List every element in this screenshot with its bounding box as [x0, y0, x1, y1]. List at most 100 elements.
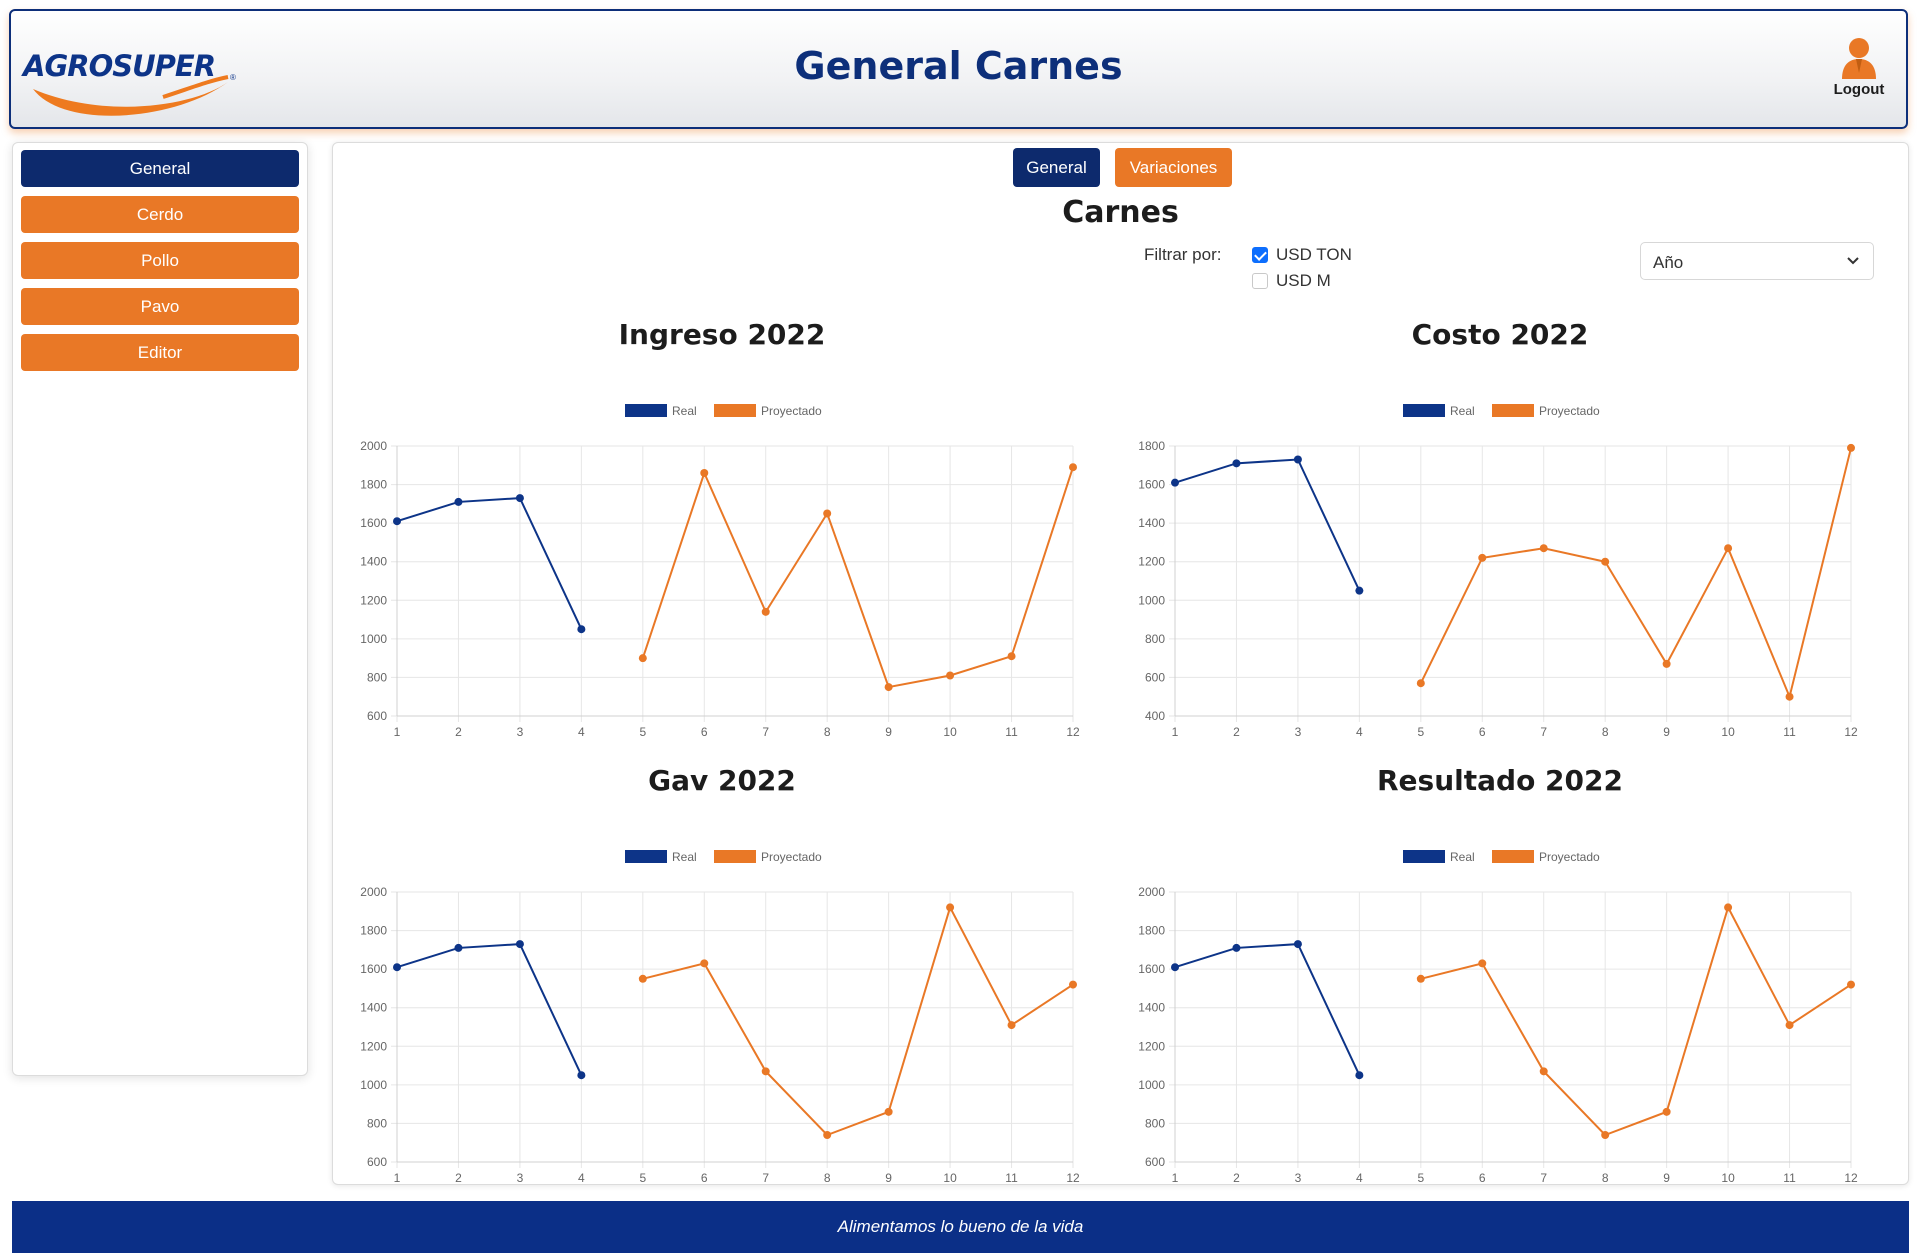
y-tick-label: 800 [1145, 632, 1165, 646]
data-point [1416, 974, 1425, 983]
series-line [642, 904, 1074, 1137]
legend-swatch [625, 850, 667, 863]
data-point [1007, 1021, 1016, 1030]
data-point [1232, 943, 1241, 952]
x-tick-label: 7 [762, 725, 769, 739]
y-tick-label: 1400 [1138, 516, 1165, 530]
page-title: General Carnes [794, 44, 1123, 88]
logout-label: Logout [1833, 81, 1885, 98]
sidebar-item-cerdo[interactable]: Cerdo [21, 196, 299, 233]
legend-label: Real [1450, 404, 1475, 418]
sidebar-item-editor[interactable]: Editor [21, 334, 299, 371]
data-point [700, 469, 709, 477]
sidebar-item-pavo[interactable]: Pavo [21, 288, 299, 325]
x-tick-label: 11 [1783, 1171, 1796, 1185]
data-point [884, 683, 893, 692]
x-tick-label: 3 [1295, 1171, 1302, 1185]
filter-option-usd-m[interactable]: USD M [1252, 271, 1331, 291]
chevron-down-icon [1847, 257, 1859, 265]
y-tick-label: 800 [1145, 1116, 1165, 1130]
y-tick-label: 400 [1145, 709, 1165, 723]
data-point [761, 1067, 770, 1076]
data-point [1293, 455, 1302, 464]
y-tick-label: 1600 [1138, 962, 1165, 976]
footer-tagline: Alimentamos lo bueno de la vida [837, 1217, 1084, 1236]
x-tick-label: 12 [1066, 1171, 1080, 1185]
data-point [1171, 963, 1179, 972]
y-tick-label: 1600 [360, 962, 387, 976]
y-tick-label: 1200 [360, 1039, 387, 1053]
data-point [515, 940, 524, 949]
x-tick-label: 2 [1233, 725, 1240, 739]
x-tick-label: 9 [885, 1171, 892, 1185]
sidebar-item-pollo[interactable]: Pollo [21, 242, 299, 279]
y-tick-label: 2000 [360, 885, 387, 899]
y-tick-label: 2000 [360, 439, 387, 453]
chart-ingreso-plot: Real Proyectado 600 800 1000 1200 1400 1600 1800… [360, 404, 1080, 739]
series-line [1174, 943, 1361, 1076]
data-point [946, 903, 955, 912]
period-select-value: Año [1653, 253, 1684, 272]
data-point [454, 943, 463, 952]
y-tick-label: 2000 [1138, 885, 1165, 899]
x-tick-label: 5 [1417, 725, 1424, 739]
y-tick-label: 600 [1145, 1155, 1165, 1169]
legend-swatch [714, 850, 756, 863]
x-tick-label: 6 [701, 725, 708, 739]
x-tick-label: 9 [885, 725, 892, 739]
sidebar-item-general[interactable]: General [21, 150, 299, 187]
filter-option-usd-ton[interactable]: USD TON [1252, 245, 1352, 265]
chart-resultado: Resultado 2022 Real Proyectado 600 800 1000 1… [1111, 764, 1889, 1204]
data-point [761, 607, 770, 616]
data-point [1724, 544, 1733, 553]
chart-costo: Costo 2022 Real Proyectado 400 600 800 1000 12… [1111, 318, 1889, 758]
data-point [1416, 679, 1425, 688]
y-tick-label: 1800 [360, 478, 387, 492]
tab-variaciones[interactable]: Variaciones [1115, 148, 1232, 187]
data-point [1662, 659, 1671, 668]
logout-button[interactable]: Logout [1824, 37, 1894, 117]
x-tick-label: 7 [1540, 725, 1547, 739]
filter-label: Filtrar por: [1144, 245, 1222, 264]
y-tick-label: 1800 [1138, 439, 1165, 453]
chart-title: Costo 2022 [1411, 318, 1589, 351]
app-header: AGROSUPER ® General Carnes Logout [9, 9, 1908, 129]
data-point [1171, 478, 1179, 487]
legend-label: Proyectado [1539, 850, 1600, 864]
data-point [1355, 1071, 1364, 1080]
y-tick-label: 1000 [360, 1078, 387, 1092]
y-tick-label: 1400 [360, 555, 387, 569]
usd-m-checkbox[interactable] [1252, 273, 1268, 289]
x-tick-label: 11 [1005, 1171, 1018, 1185]
data-point [1478, 553, 1487, 562]
x-tick-label: 8 [1602, 725, 1609, 739]
usd-ton-checkbox[interactable] [1252, 247, 1268, 263]
x-tick-label: 12 [1066, 725, 1080, 739]
series-line [641, 466, 1074, 689]
y-tick-label: 1200 [1138, 555, 1165, 569]
y-tick-label: 600 [1145, 670, 1165, 684]
data-point [1232, 459, 1241, 468]
logo-registered-mark: ® [230, 73, 236, 82]
x-tick-label: 4 [578, 1171, 585, 1185]
x-tick-label: 5 [639, 725, 646, 739]
data-point [823, 1131, 832, 1139]
agrosuper-logo: AGROSUPER ® [23, 37, 236, 122]
legend-label: Proyectado [761, 850, 822, 864]
x-tick-label: 11 [1005, 725, 1018, 739]
data-point [1007, 652, 1016, 661]
series-line [1419, 447, 1852, 700]
x-tick-label: 8 [824, 1171, 831, 1185]
logo-swoosh-icon [33, 75, 229, 116]
chart-gav: Gav 2022 Real Proyectado 600 800 1000 1200 140… [333, 764, 1111, 1204]
data-point [1785, 1021, 1794, 1030]
x-tick-label: 10 [1721, 725, 1735, 739]
chart-costo-plot: Real Proyectado 400 600 800 1000 1200 1400 1600 1… [1138, 404, 1858, 739]
main-panel: General Variaciones Carnes Filtrar por: … [332, 142, 1909, 1185]
data-point [577, 1071, 586, 1080]
y-tick-label: 1000 [360, 632, 387, 646]
x-tick-label: 4 [578, 725, 585, 739]
period-select[interactable]: Año [1640, 242, 1874, 280]
usd-m-label: USD M [1276, 271, 1331, 290]
tab-general[interactable]: General [1013, 148, 1100, 187]
